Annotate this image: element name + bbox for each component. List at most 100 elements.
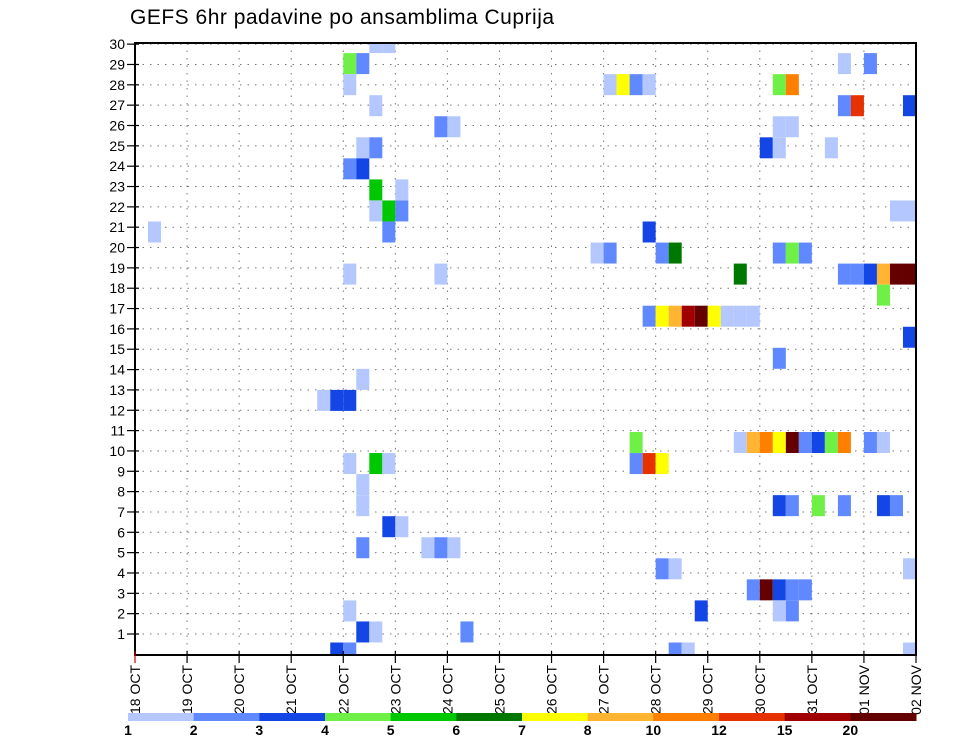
heatmap-cell [434, 537, 448, 559]
heatmap-cell [772, 116, 786, 138]
heatmap-cell [733, 305, 747, 327]
colorbar-swatch [193, 713, 260, 721]
heatmap-cell [148, 221, 162, 243]
heatmap-cell [356, 137, 370, 159]
x-tick-label: 28 OCT [648, 665, 664, 714]
colorbar-label: 15 [777, 722, 793, 738]
heatmap-cell [317, 389, 331, 411]
heatmap-cell [369, 95, 383, 117]
heatmap-cell [902, 558, 916, 580]
y-tick-label: 14 [109, 362, 125, 378]
y-tick-label: 1 [117, 626, 125, 642]
heatmap-cell [382, 200, 396, 222]
heatmap-cell [889, 200, 903, 222]
heatmap-cell [447, 116, 461, 138]
heatmap-cell [629, 432, 643, 453]
y-tick-label: 12 [109, 402, 125, 418]
y-tick-label: 23 [109, 179, 125, 195]
heatmap-cell [772, 347, 786, 369]
heatmap-cell [746, 432, 760, 453]
heatmap-cell [356, 368, 370, 390]
heatmap-cell [655, 453, 669, 475]
heatmap-cell [330, 389, 344, 411]
heatmap-cell [720, 305, 734, 327]
x-tick-label: 21 OCT [283, 665, 299, 714]
heatmap-cell [460, 621, 474, 643]
heatmap-cell [421, 537, 435, 559]
heatmap-cell [681, 305, 695, 327]
heatmap-cell [876, 284, 890, 306]
heatmap-cell [434, 116, 448, 138]
heatmap-cell [343, 74, 357, 96]
heatmap-cell [772, 432, 786, 453]
colorbar-label: 3 [255, 722, 263, 738]
heatmap-cell [902, 642, 916, 655]
colorbar-label: 8 [584, 722, 592, 738]
heatmap-cell [798, 242, 812, 264]
x-tick-label: 19 OCT [179, 665, 195, 714]
heatmap-cell [343, 53, 357, 75]
colorbar-swatch [456, 713, 523, 721]
heatmap-cell [434, 263, 448, 285]
colorbar-swatch [259, 713, 326, 721]
heatmap-cell [642, 453, 656, 475]
heatmap-cell [785, 600, 799, 622]
heatmap-cell [863, 432, 877, 453]
heatmap-cell [629, 74, 643, 96]
heatmap-cell [447, 537, 461, 559]
heatmap-cell [772, 495, 786, 517]
heatmap-cell [343, 389, 357, 411]
x-axis: 18 OCT 19 OCT 20 OCT 21 OCT 22 OCT 23 OCT 24 O… [127, 651, 924, 715]
heatmap-cell [356, 158, 370, 180]
heatmap-cell [837, 95, 851, 117]
heatmap-cell [772, 137, 786, 159]
heatmap-cell [382, 453, 396, 475]
heatmap-cell [785, 116, 799, 138]
x-tick-label: 01 NOV [856, 664, 872, 714]
heatmap-cell [382, 516, 396, 538]
y-tick-label: 30 [109, 36, 125, 52]
heatmap-cell [395, 200, 409, 222]
heatmap-cell [369, 200, 383, 222]
y-tick-label: 16 [109, 321, 125, 337]
heatmap-cell [382, 43, 396, 54]
heatmap-cell [759, 579, 773, 601]
heatmap-cell [707, 305, 721, 327]
heatmap-cell [837, 432, 851, 453]
heatmap-cell [382, 221, 396, 243]
heatmap-cell [811, 495, 825, 517]
heatmap-cell [343, 263, 357, 285]
colorbar-swatch [850, 713, 917, 721]
x-tick-label: 23 OCT [387, 665, 403, 714]
heatmap-cell [850, 263, 864, 285]
y-tick-label: 26 [109, 118, 125, 134]
colorbar-swatch [587, 713, 654, 721]
y-tick-label: 11 [110, 423, 125, 439]
heatmap-cell [356, 537, 370, 559]
heatmap-cell [785, 495, 799, 517]
y-tick-label: 7 [117, 504, 125, 520]
heatmap-cell [616, 74, 630, 96]
x-tick-label: 22 OCT [335, 665, 351, 714]
colorbar-swatch [128, 713, 195, 721]
colorbar-label: 4 [321, 722, 329, 738]
heatmap-cell [824, 137, 838, 159]
y-tick-label: 18 [109, 280, 125, 296]
heatmap-cell [824, 432, 838, 453]
x-tick-label: 24 OCT [439, 665, 455, 714]
x-tick-label: 29 OCT [700, 665, 716, 714]
x-tick-label: 18 OCT [127, 665, 143, 714]
heatmap-cell [642, 74, 656, 96]
heatmap-cell [876, 495, 890, 517]
y-tick-label: 24 [109, 158, 125, 174]
heatmap-cell [902, 200, 916, 222]
y-tick-label: 29 [109, 56, 125, 72]
colorbar-label: 2 [190, 722, 198, 738]
heatmap-cell [603, 74, 617, 96]
heatmap-cell [603, 242, 617, 264]
heatmap-cell [655, 305, 669, 327]
heatmap-cell [746, 579, 760, 601]
heatmap-cell [772, 74, 786, 96]
heatmap-cell [785, 579, 799, 601]
